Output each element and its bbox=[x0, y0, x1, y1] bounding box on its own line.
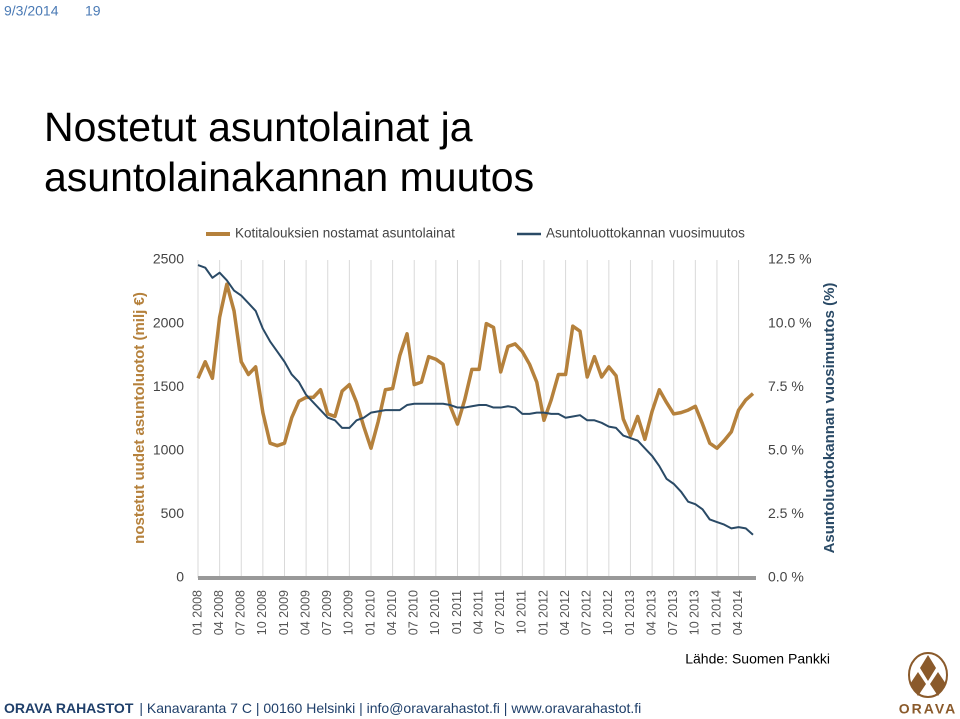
x-tick-label: 10 2011 bbox=[515, 590, 529, 634]
x-tick-label: 07 2010 bbox=[407, 590, 421, 635]
x-tick-label: 10 2013 bbox=[688, 590, 702, 635]
x-tick-label: 07 2012 bbox=[580, 590, 594, 635]
page-number: 19 bbox=[85, 3, 101, 19]
y-tick-label: 0 bbox=[176, 569, 184, 585]
x-tick-label: 01 2014 bbox=[709, 590, 723, 635]
x-tick-label: 10 2012 bbox=[601, 590, 615, 635]
x-tick-label: 01 2011 bbox=[450, 590, 464, 634]
logo bbox=[908, 652, 948, 698]
y-tick-label: 2500 bbox=[153, 251, 184, 267]
x-tick-label: 07 2009 bbox=[320, 590, 334, 635]
source: Lähde: Suomen Pankki bbox=[685, 651, 830, 667]
x-tick-label: 04 2014 bbox=[731, 590, 745, 635]
y2-tick-label: 2.5 % bbox=[768, 505, 804, 521]
x-tick-label: 01 2010 bbox=[363, 590, 377, 635]
x-tick-label: 04 2013 bbox=[644, 590, 658, 635]
date: 9/3/2014 bbox=[4, 3, 59, 19]
x-tick-label: 01 2008 bbox=[190, 590, 204, 635]
x-tick-label: 07 2008 bbox=[234, 590, 248, 635]
y2-axis-label: Asuntoluottokannan vuosimuutos (%) bbox=[821, 283, 838, 554]
x-tick-label: 04 2008 bbox=[212, 590, 226, 635]
x-tick-label: 07 2013 bbox=[666, 590, 680, 635]
y2-tick-label: 5.0 % bbox=[768, 442, 804, 458]
footer-brand: ORAVA RAHASTOT bbox=[4, 700, 134, 716]
x-tick-label: 01 2012 bbox=[536, 590, 550, 635]
y-axis-label: nostetut uudet asuntoluotot (milj €) bbox=[131, 292, 148, 544]
title-line: asuntolainakannan muutos bbox=[44, 154, 534, 200]
y-tick-label: 2000 bbox=[153, 314, 184, 330]
x-tick-label: 04 2012 bbox=[558, 590, 572, 635]
x-tick-label: 10 2009 bbox=[342, 590, 356, 635]
y2-tick-label: 7.5 % bbox=[768, 378, 804, 394]
footer-text: | Kanavaranta 7 C | 00160 Helsinki | inf… bbox=[139, 700, 641, 716]
x-tick-label: 01 2013 bbox=[623, 590, 637, 635]
legend-label: Kotitalouksien nostamat asuntolainat bbox=[235, 226, 455, 241]
x-tick-label: 04 2009 bbox=[298, 590, 312, 635]
y2-tick-label: 10.0 % bbox=[768, 314, 812, 330]
series-line bbox=[196, 282, 755, 451]
logo-icon bbox=[908, 652, 948, 698]
x-tick-label: 10 2010 bbox=[428, 590, 442, 635]
y2-tick-label: 0.0 % bbox=[768, 569, 804, 585]
title-line: Nostetut asuntolainat ja bbox=[44, 104, 473, 150]
series-line bbox=[197, 264, 754, 536]
legend-label: Asuntoluottokannan vuosimuutos bbox=[546, 226, 745, 241]
footer: ORAVA RAHASTOT | Kanavaranta 7 C | 00160 … bbox=[4, 700, 641, 716]
y-tick-label: 500 bbox=[161, 505, 185, 521]
y-tick-label: 1500 bbox=[153, 378, 184, 394]
y2-tick-label: 12.5 % bbox=[768, 251, 812, 267]
x-tick-label: 10 2008 bbox=[255, 590, 269, 635]
y-tick-label: 1000 bbox=[153, 442, 184, 458]
x-tick-label: 04 2010 bbox=[385, 590, 399, 635]
x-tick-label: 07 2011 bbox=[493, 590, 507, 634]
logo-text: ORAVA bbox=[899, 701, 957, 717]
x-tick-label: 01 2009 bbox=[277, 590, 291, 635]
x-tick-label: 04 2011 bbox=[471, 590, 485, 634]
logo-shape bbox=[910, 655, 946, 696]
